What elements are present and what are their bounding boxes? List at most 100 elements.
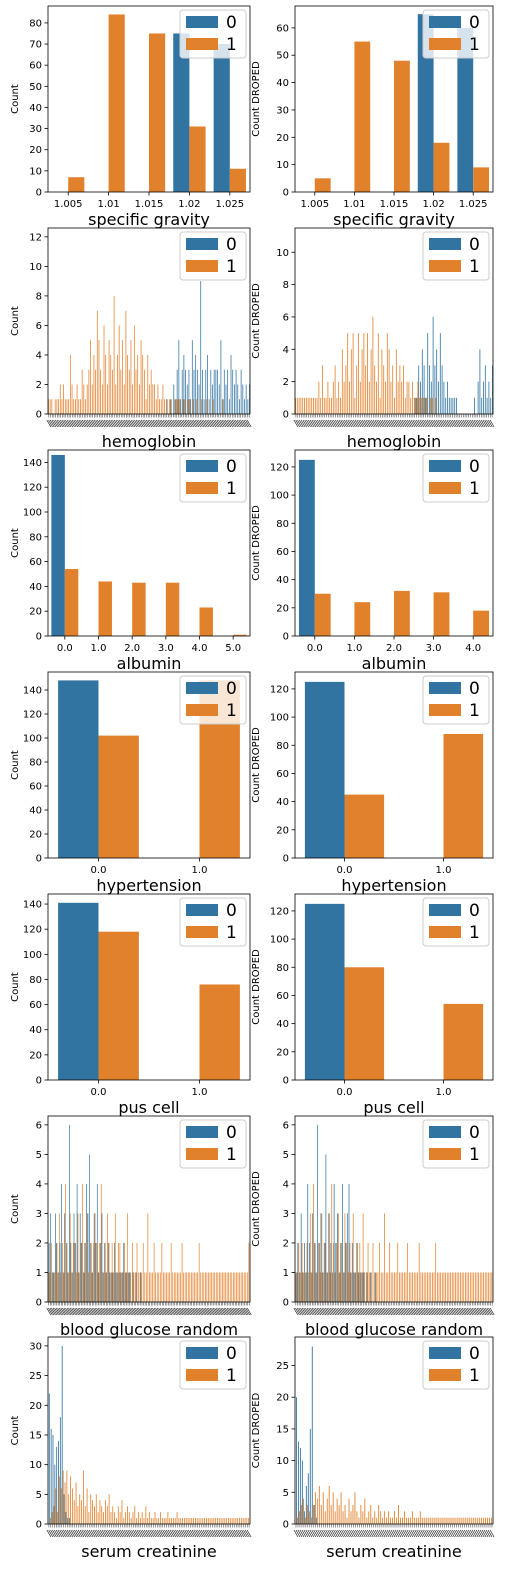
bar <box>54 1464 56 1524</box>
bar <box>471 1272 473 1302</box>
x-tick-label-mark <box>475 419 481 428</box>
bar <box>211 1272 212 1302</box>
bar <box>220 340 222 414</box>
bar <box>118 1272 120 1302</box>
x-tick-label-mark <box>387 419 392 428</box>
bar <box>334 1511 336 1524</box>
bar <box>110 354 112 414</box>
y-tick-label: 20 <box>276 603 289 614</box>
bar <box>133 325 135 414</box>
y-tick-label: 10 <box>29 262 42 273</box>
bar <box>344 967 385 1080</box>
x-tick-label-mark <box>201 419 207 428</box>
x-tick-label-mark <box>455 1307 460 1316</box>
bar <box>75 399 76 414</box>
x-tick-label: 1.0 <box>436 865 452 876</box>
bar <box>354 397 356 414</box>
x-tick-label-mark <box>477 1529 483 1538</box>
x-tick-label-mark <box>46 1307 52 1316</box>
y-tick-label: 20 <box>276 1393 289 1404</box>
bar <box>182 1518 183 1524</box>
bar <box>209 1272 211 1302</box>
x-tick-label-mark <box>374 1307 379 1316</box>
legend-swatch <box>429 1126 461 1138</box>
bar <box>63 1272 65 1302</box>
bar <box>140 340 142 414</box>
bar <box>417 1272 418 1302</box>
x-axis-label: hypertension <box>96 876 201 895</box>
bar <box>156 1272 158 1302</box>
y-tick-label: 5 <box>283 1488 289 1499</box>
y-tick-label: 5 <box>283 1150 289 1161</box>
bar <box>466 1272 468 1302</box>
bar <box>489 1272 491 1302</box>
legend-label: 0 <box>469 457 480 477</box>
bar <box>132 1512 134 1524</box>
bar <box>338 1272 340 1302</box>
bar <box>327 381 329 414</box>
x-tick-label-mark <box>209 1307 215 1316</box>
bar <box>367 333 368 414</box>
x-tick-label-mark <box>344 1307 350 1316</box>
bar <box>417 14 434 192</box>
bar <box>76 384 78 414</box>
bar <box>244 399 245 414</box>
bar <box>64 399 66 414</box>
bar <box>455 1517 457 1524</box>
bar <box>76 1272 77 1302</box>
bar <box>93 1242 94 1302</box>
x-tick-label-mark <box>403 419 409 428</box>
x-tick-label-mark <box>306 419 311 428</box>
bar <box>204 1518 206 1524</box>
x-tick-label-mark <box>54 1307 59 1316</box>
x-tick-label-mark <box>362 1529 368 1538</box>
x-tick-label-mark <box>384 1529 390 1538</box>
x-axis-label: specific gravity <box>333 210 455 229</box>
x-tick-label-mark <box>178 1307 184 1316</box>
x-tick-label-mark <box>141 1307 146 1316</box>
x-tick-label-mark <box>181 419 186 428</box>
bar <box>481 1272 483 1302</box>
x-tick-label-mark <box>235 419 240 428</box>
bar <box>336 397 338 414</box>
bar <box>127 1506 128 1524</box>
x-tick-label-mark <box>162 419 168 428</box>
bar <box>359 1242 361 1302</box>
x-tick-label-mark <box>103 1307 109 1316</box>
y-tick-label: 0 <box>283 632 289 643</box>
x-tick-label-mark <box>453 1307 459 1316</box>
x-tick-label-mark <box>437 1307 442 1316</box>
bar <box>116 1518 117 1524</box>
bar <box>321 1213 323 1302</box>
bar <box>305 1272 307 1302</box>
x-tick-label-mark <box>243 1307 249 1316</box>
x-tick-label-mark <box>161 1307 167 1316</box>
bar <box>92 1500 93 1524</box>
y-tick-label: 4 <box>36 350 42 361</box>
x-tick-label-mark <box>230 1529 235 1538</box>
bar <box>150 1272 152 1302</box>
bar <box>227 369 229 414</box>
x-tick-label-mark <box>378 419 383 428</box>
bar <box>314 1492 316 1524</box>
bar <box>413 397 415 414</box>
bar <box>417 381 419 414</box>
x-axis-label: hemoglobin <box>347 432 442 451</box>
bar <box>348 1498 350 1524</box>
bar <box>107 1242 109 1302</box>
x-tick-label-mark <box>444 419 450 428</box>
bar <box>225 384 227 414</box>
legend-label: 0 <box>226 13 237 33</box>
bar <box>350 1272 352 1302</box>
x-tick-label-mark <box>376 1307 381 1316</box>
bar <box>374 1272 376 1302</box>
bar <box>309 1242 310 1302</box>
x-tick-label-mark <box>406 419 412 428</box>
axes-frame <box>294 1115 494 1303</box>
x-tick-label-mark <box>166 1307 171 1316</box>
x-tick-label-mark <box>405 1307 411 1316</box>
x-tick-label-mark <box>65 1307 70 1316</box>
x-tick-label-mark <box>48 1307 53 1316</box>
